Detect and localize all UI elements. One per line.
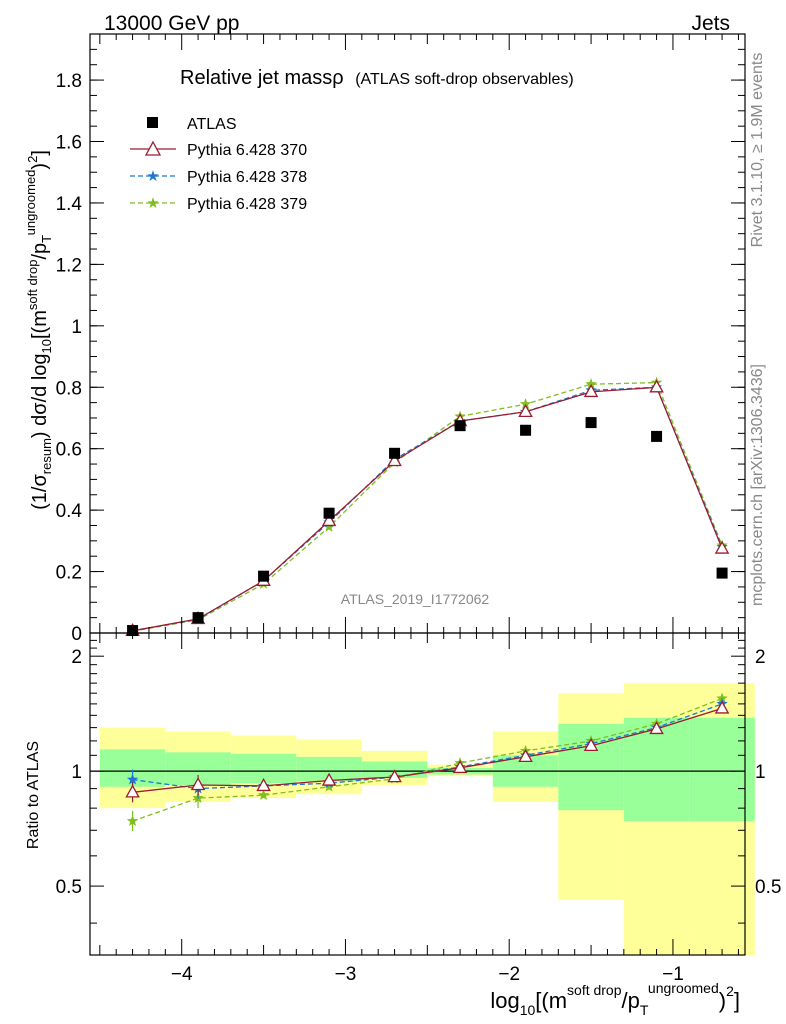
main-y-tick-label: 0.8	[56, 378, 82, 399]
ratio-point-370	[321, 772, 337, 786]
ratio-band-inner	[689, 717, 755, 822]
data-point-atlas	[192, 612, 204, 624]
ratio-frame	[89, 632, 746, 956]
main-y-tick-label: 1.4	[56, 194, 83, 215]
series-line-370	[132, 386, 723, 632]
ratio-point-370	[452, 760, 468, 774]
header-category: Jets	[691, 12, 730, 35]
legend-label-378: Pythia 6.428 378	[187, 169, 307, 186]
chart-title-main: Relative jet massρ	[180, 67, 344, 89]
ratio-y-tick-label-right: 0.5	[755, 877, 781, 898]
legend: ATLAS Pythia 6.428 370 ★ Pythia 6.428 37…	[130, 116, 307, 213]
main-y-tick-label: 1	[71, 317, 82, 338]
main-y-tick-label: 0.6	[56, 440, 82, 461]
data-point-370	[518, 403, 533, 418]
header-process: 13000 GeV pp	[104, 12, 239, 35]
ratio-y-axis-label: Ratio to ATLAS	[25, 741, 42, 849]
ratio-point-379	[716, 692, 728, 704]
data-point-atlas	[585, 417, 597, 429]
ratio-point-370	[125, 784, 140, 798]
ratio-point-379	[257, 789, 270, 801]
ratio-point-370	[714, 700, 730, 714]
legend-label-370: Pythia 6.428 370	[187, 142, 307, 159]
data-point-atlas	[258, 570, 270, 582]
data-point-370	[714, 540, 730, 554]
data-point-atlas	[454, 420, 466, 432]
data-point-379	[519, 398, 532, 410]
main-y-axis-label: (1/σresum) dσ/d log10[(msoft drop/pTungr…	[23, 150, 54, 510]
ratio-point-379	[126, 815, 139, 826]
data-point-atlas	[520, 424, 532, 436]
ratio-line-370	[132, 707, 723, 793]
data-point-370	[387, 453, 402, 467]
ratio-y-tick-label-right: 2	[755, 647, 766, 668]
x-tick-label: −3	[335, 964, 357, 985]
chart-title: Relative jet massρ (ATLAS soft-drop obse…	[180, 67, 574, 89]
rivet-version-label: Rivet 3.1.10, ≥ 1.9M events	[749, 53, 766, 248]
svg-text:(1/σresum) dσ/d log10[(msoft d: (1/σresum) dσ/d log10[(msoft drop/pTungr…	[23, 150, 54, 510]
mcplots-label: mcplots.cern.ch [arXiv:1306.3436]	[749, 364, 766, 606]
legend-marker-379: ★	[146, 195, 159, 212]
ratio-point-370	[256, 778, 271, 792]
ratio-point-370	[387, 769, 402, 783]
data-point-atlas	[323, 507, 335, 519]
svg-text:log10[(msoft drop/pTungroomed): log10[(msoft drop/pTungroomed)2]	[490, 980, 740, 1018]
data-point-atlas	[651, 430, 663, 442]
axes-group: 0 0.2 0.4 0.6 0.8 1 1.2 1.4 1.6 1.8 −4 −3 −2 −1 0.5 0.5…	[56, 33, 781, 985]
chart-title-sub: (ATLAS soft-drop observables)	[355, 71, 573, 88]
main-y-tick-label: 1.6	[56, 133, 82, 154]
ratio-point-378	[126, 773, 139, 785]
main-y-tick-label: 0	[71, 624, 82, 645]
legend-marker-370	[144, 140, 162, 156]
main-y-tick-label: 0.2	[56, 563, 82, 584]
main-y-tick-label: 0.4	[56, 501, 83, 522]
ratio-series-group	[125, 692, 730, 832]
data-point-atlas	[716, 567, 728, 579]
ratio-point-370	[518, 749, 533, 763]
ratio-point-379	[323, 780, 335, 792]
legend-label-379: Pythia 6.428 379	[187, 196, 307, 213]
x-tick-label: −2	[498, 964, 520, 985]
ratio-point-370	[190, 777, 206, 791]
data-point-370	[321, 513, 337, 527]
ratio-y-tick-label: 2	[71, 647, 82, 668]
legend-marker-378: ★	[146, 168, 159, 185]
data-point-atlas	[389, 447, 401, 459]
ratio-point-370	[583, 737, 599, 752]
data-point-379	[323, 521, 335, 532]
x-axis-label: log10[(msoft drop/pTungroomed)2]	[490, 980, 740, 1018]
ratio-point-370	[649, 721, 664, 735]
ratio-line-379	[132, 697, 723, 822]
ratio-y-tick-label-right: 1	[755, 762, 766, 783]
main-y-tick-label: 1.8	[56, 71, 82, 92]
x-tick-label: −1	[662, 964, 684, 985]
data-point-379	[585, 378, 597, 390]
legend-marker-atlas	[147, 117, 158, 128]
data-point-370	[583, 384, 599, 398]
analysis-watermark: ATLAS_2019_I1772062	[341, 591, 490, 607]
ratio-y-tick-label: 1	[71, 762, 82, 783]
ratio-y-tick-label: 0.5	[56, 877, 82, 898]
legend-label-atlas: ATLAS	[187, 116, 237, 133]
main-y-tick-label: 1.2	[56, 255, 82, 276]
data-point-370	[649, 379, 664, 393]
x-tick-label: −4	[171, 964, 193, 985]
